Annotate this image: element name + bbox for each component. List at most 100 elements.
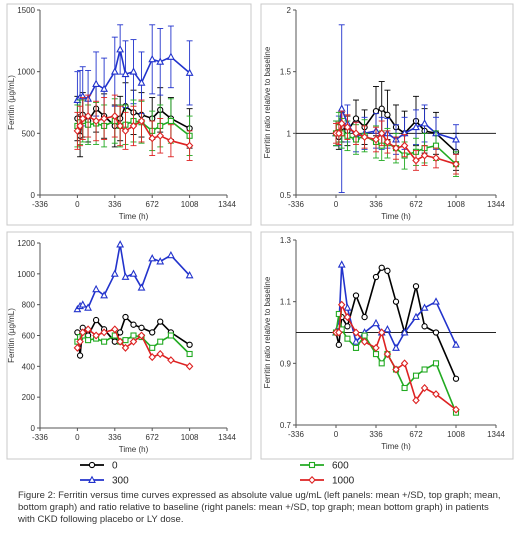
data-point — [378, 264, 385, 271]
x-tick-label: 1344 — [218, 433, 236, 442]
data-point — [149, 329, 156, 336]
data-point — [167, 332, 174, 339]
legend-item-0: 0 — [80, 461, 118, 472]
data-point — [383, 350, 392, 359]
data-point — [361, 313, 368, 321]
data-point — [412, 156, 420, 165]
x-tick-label: 1008 — [447, 430, 465, 439]
panel-frame — [6, 3, 252, 226]
data-point — [352, 344, 360, 351]
data-point — [360, 133, 369, 142]
x-tick-label: -336 — [288, 200, 305, 209]
data-point — [122, 337, 129, 344]
y-tick-label: 1.5 — [280, 68, 292, 77]
data-point — [392, 298, 400, 305]
data-point — [92, 331, 100, 340]
data-point — [116, 337, 124, 346]
data-point — [360, 337, 369, 346]
y-axis-label: Ferritin (µg/mL) — [7, 75, 16, 130]
y-tick-label: 1.3 — [280, 236, 292, 245]
x-tick-label: 336 — [108, 200, 122, 209]
y-tick-label: 500 — [22, 129, 36, 138]
data-point — [420, 383, 429, 393]
data-point — [166, 250, 175, 259]
data-point — [352, 129, 360, 138]
data-point — [121, 69, 130, 78]
data-point — [92, 316, 100, 324]
data-point — [129, 269, 138, 277]
y-tick-label: 1.1 — [280, 298, 292, 307]
y-tick-label: 1 — [287, 129, 292, 138]
data-point — [384, 267, 391, 274]
data-point — [452, 160, 460, 169]
data-point — [372, 343, 380, 352]
data-point — [452, 340, 460, 348]
data-point — [372, 107, 380, 115]
series-1000 — [73, 94, 194, 161]
data-point — [100, 114, 108, 123]
data-point — [92, 116, 100, 126]
figure-caption: Figure 2: Ferritin versus time curves ex… — [18, 490, 501, 525]
data-point — [100, 291, 109, 299]
data-point — [383, 325, 392, 333]
data-point — [384, 111, 391, 118]
data-point — [137, 116, 146, 126]
legend-marker — [308, 475, 316, 485]
x-tick-label: 336 — [369, 430, 383, 439]
data-point — [400, 141, 409, 150]
data-point — [361, 332, 368, 339]
x-tick-label: 1008 — [181, 433, 199, 442]
data-point — [100, 328, 108, 337]
legend-label: 300 — [112, 476, 129, 487]
x-tick-label: -336 — [32, 200, 49, 209]
series-1000 — [73, 325, 194, 371]
data-point — [412, 372, 420, 379]
x-tick-label: 1008 — [447, 200, 465, 209]
data-point — [337, 300, 346, 309]
data-point — [116, 45, 125, 53]
series-1000 — [332, 300, 460, 414]
data-point — [130, 332, 137, 339]
x-tick-label: 0 — [75, 433, 80, 442]
data-point — [78, 300, 87, 308]
data-point — [344, 335, 351, 342]
data-point — [432, 360, 440, 367]
x-axis-label: Time (h) — [119, 445, 149, 454]
data-point — [372, 273, 380, 281]
data-point — [116, 329, 124, 336]
data-point — [377, 328, 386, 337]
data-point — [432, 153, 440, 163]
data-point — [335, 328, 343, 337]
series-300 — [73, 24, 194, 129]
x-tick-label: 336 — [108, 433, 122, 442]
x-tick-label: 1344 — [487, 200, 505, 209]
data-point — [156, 131, 164, 140]
data-point — [157, 318, 164, 325]
data-point — [157, 338, 164, 345]
data-point — [343, 313, 352, 322]
legend-label: 1000 — [332, 476, 355, 487]
data-point — [85, 337, 92, 344]
data-point — [185, 141, 194, 150]
x-tick-label: 0 — [75, 200, 80, 209]
data-point — [337, 260, 346, 268]
y-tick-label: 600 — [22, 332, 36, 341]
data-point — [130, 321, 137, 328]
data-point — [138, 324, 145, 331]
data-point — [452, 405, 460, 414]
data-point — [167, 117, 174, 125]
y-tick-label: 1500 — [17, 6, 35, 15]
y-tick-label: 1000 — [17, 270, 35, 279]
data-point — [412, 396, 420, 405]
data-point — [383, 137, 392, 146]
legend-label: 600 — [332, 461, 349, 472]
data-point — [186, 350, 193, 358]
data-point — [116, 240, 125, 248]
data-point — [137, 78, 146, 86]
legend-marker — [88, 461, 96, 469]
data-point — [412, 122, 420, 131]
data-point — [92, 79, 101, 87]
